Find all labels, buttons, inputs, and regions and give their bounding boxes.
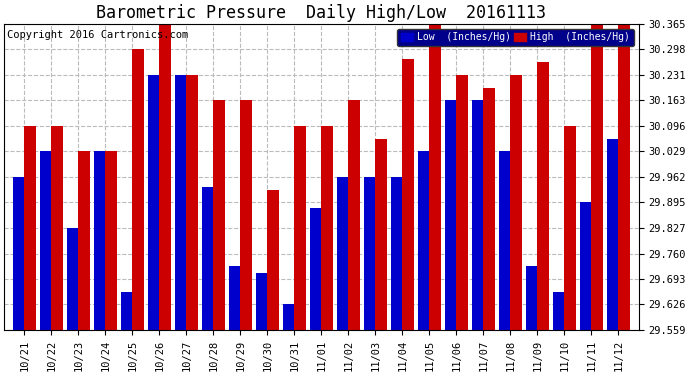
Bar (429, 24, 441, 330)
Bar (67, 228, 79, 330)
Bar (94, 152, 106, 330)
Bar (24, 126, 36, 330)
Bar (348, 100, 359, 330)
Bar (618, 24, 630, 330)
Bar (472, 100, 484, 330)
Bar (148, 75, 159, 330)
Bar (456, 75, 468, 330)
Bar (553, 292, 564, 330)
Bar (268, 190, 279, 330)
Bar (240, 100, 252, 330)
Bar (402, 59, 414, 330)
Bar (159, 24, 170, 330)
Bar (526, 266, 538, 330)
Bar (310, 208, 322, 330)
Bar (607, 139, 618, 330)
Bar (79, 152, 90, 330)
Bar (375, 139, 386, 330)
Bar (121, 292, 132, 330)
Title: Barometric Pressure  Daily High/Low  20161113: Barometric Pressure Daily High/Low 20161… (97, 4, 546, 22)
Bar (322, 126, 333, 330)
Bar (364, 177, 375, 330)
Legend: Low  (Inches/Hg), High  (Inches/Hg): Low (Inches/Hg), High (Inches/Hg) (397, 28, 633, 46)
Bar (40, 152, 52, 330)
Bar (13, 177, 24, 330)
Bar (256, 273, 268, 330)
Bar (499, 152, 511, 330)
Bar (202, 187, 213, 330)
Bar (391, 177, 402, 330)
Bar (283, 304, 295, 330)
Bar (511, 75, 522, 330)
Bar (52, 126, 63, 330)
Bar (564, 126, 575, 330)
Bar (484, 87, 495, 330)
Bar (591, 24, 602, 330)
Bar (175, 75, 186, 330)
Bar (229, 266, 240, 330)
Bar (213, 100, 225, 330)
Bar (538, 62, 549, 330)
Bar (337, 177, 348, 330)
Bar (132, 49, 144, 330)
Bar (445, 100, 456, 330)
Text: Copyright 2016 Cartronics.com: Copyright 2016 Cartronics.com (8, 30, 188, 40)
Bar (580, 202, 591, 330)
Bar (418, 152, 429, 330)
Bar (186, 75, 198, 330)
Bar (295, 126, 306, 330)
Bar (106, 152, 117, 330)
